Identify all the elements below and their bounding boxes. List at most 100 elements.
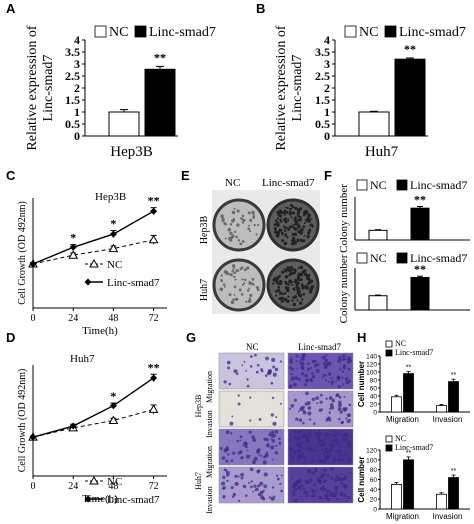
stained-cell [305,480,310,484]
stained-cell [268,496,272,499]
colony-dot [302,292,306,296]
stained-cell [319,452,322,455]
stained-cell [323,467,327,472]
stained-cell [237,451,242,455]
stained-cell [288,384,293,389]
stained-cell [337,457,342,462]
y-tick-label: 120 [366,362,377,369]
legend-label-linc-smad7: Linc-smad7 [395,348,433,357]
y-axis-label: Relative expression of [274,25,289,151]
stained-cell [330,467,334,472]
significance-label: ** [404,42,416,56]
colony-dot [283,292,286,295]
y-tick-label: 120 [366,448,377,455]
stained-cell [342,437,347,442]
stained-cell-dots [219,353,352,503]
colony-dot [296,299,299,302]
stained-cell [274,367,279,372]
stained-cell [317,439,322,443]
bar-linc-smad7 [144,68,176,137]
stained-cell [240,472,244,477]
stained-cell [225,446,229,450]
stained-cell [329,442,334,447]
stained-cell [262,460,267,465]
stained-cell [344,358,347,361]
stained-cell [305,438,308,442]
stained-cell [251,435,256,440]
stained-cell [332,458,336,463]
stained-cell [292,492,296,496]
y-tick-label: 2 [74,81,80,95]
stained-cell [322,373,326,377]
stained-cell [330,405,335,410]
colony-dot [281,239,285,243]
colony-dot [295,220,299,224]
stained-cell [273,434,277,437]
colony-dot [274,230,277,233]
stained-cell [298,377,302,381]
stained-cell [237,402,241,406]
legend-swatch-linc-smad7 [396,252,408,264]
colony-dot [284,220,287,223]
colony-dot [231,210,236,215]
y-tick-label: 1.5 [315,93,330,107]
colony-dot [297,214,300,218]
bar-linc-smad7 [403,373,414,413]
stained-cell [304,383,308,387]
colony-dot [286,288,290,293]
stained-cell [253,484,257,488]
bar-nc [368,295,388,311]
stained-cell [280,474,283,477]
stained-cell [293,451,297,455]
stained-cell [290,372,293,376]
significance-label: ** [154,50,166,64]
colony-dot [297,282,301,285]
stained-cell [293,487,297,492]
stained-cell [234,481,239,486]
colony-dot [284,269,288,273]
stained-cell [345,380,350,385]
colony-dot [276,217,280,220]
colony-dot [287,295,290,298]
colony-dot [224,237,227,240]
panel-label-e: E [181,168,190,183]
stained-cell [295,417,299,421]
stained-cell [335,432,338,435]
y-tick-label: 20 [370,402,378,409]
colony-dot [298,218,301,222]
stained-cell [226,360,231,365]
legend-swatch-linc-smad7 [385,349,393,357]
colony-dot [238,288,242,292]
colony-dot [297,286,300,290]
stained-cell [236,439,240,443]
colony-dot [311,225,314,228]
stained-cell [270,496,275,501]
stained-cell [260,495,265,500]
y-tick-label: 2.5 [65,69,80,83]
stained-cell [335,474,340,479]
stained-cell [330,380,335,384]
stained-cell [246,378,249,381]
stained-cell [265,356,269,361]
y-tick-label: 0.5 [315,117,330,131]
stained-cell [269,431,272,434]
stained-cell [313,483,316,487]
legend-label-nc: NC [107,476,122,488]
stained-cell [250,480,253,483]
stained-cell [272,421,277,426]
stained-cell [225,471,230,476]
colony-dot [278,281,281,284]
stained-cell [262,489,265,492]
stained-cell [339,491,344,496]
y-tick-label: 80 [370,467,378,474]
stained-cell [331,493,334,496]
stained-cell [341,383,345,386]
colony-dot [289,225,293,229]
colony-dot [275,234,280,238]
colony-dot [280,231,283,234]
stained-cell [335,440,339,445]
data-point-nc [148,404,159,413]
colony-dot [233,285,237,289]
